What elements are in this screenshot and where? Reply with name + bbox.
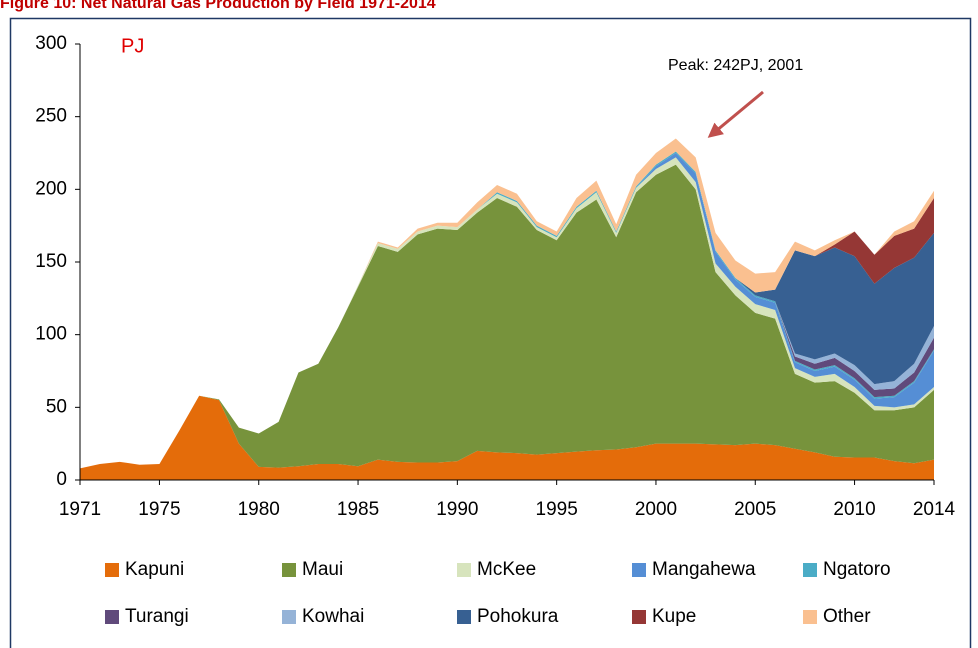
legend-swatch (282, 610, 296, 624)
annotation: Peak: 242PJ, 2001 (668, 57, 803, 74)
x-tick-label: 2005 (734, 499, 776, 520)
y-tick-label: 50 (46, 396, 67, 417)
legend-label: Ngatoro (823, 559, 891, 580)
x-tick-label: 1990 (436, 499, 478, 520)
legend-swatch (282, 563, 296, 577)
y-tick-label: 200 (35, 178, 67, 199)
legend-label: Mangahewa (652, 559, 756, 580)
area (80, 395, 934, 480)
y-tick-label: 100 (35, 324, 67, 345)
legend-swatch (457, 610, 471, 624)
y-tick-label: 150 (35, 251, 67, 272)
legend-label: Turangi (125, 606, 189, 627)
x-tick-label: 1995 (536, 499, 578, 520)
chart-title: Figure 10: Net Natural Gas Production by… (0, 0, 436, 12)
y-tick-label: 250 (35, 106, 67, 127)
x-tick-label: 2014 (913, 499, 956, 520)
x-tick-label: 1980 (238, 499, 280, 520)
legend-label: Kupe (652, 606, 696, 627)
legend-label: Kowhai (302, 606, 364, 627)
legend-swatch (803, 610, 817, 624)
legend-swatch (105, 563, 119, 577)
chart-frame (9, 17, 972, 648)
x-tick-label: 1971 (59, 499, 101, 520)
legend-label: Maui (302, 559, 343, 580)
legend-label: McKee (477, 559, 536, 580)
x-tick-label: 2000 (635, 499, 677, 520)
legend-swatch (632, 610, 646, 624)
legend-label: Pohokura (477, 606, 559, 627)
y-tick-label: 0 (56, 469, 67, 490)
x-tick-label: 1985 (337, 499, 379, 520)
legend-swatch (105, 610, 119, 624)
area (80, 157, 934, 469)
annotation-arrow (707, 90, 764, 138)
y-tick-label: 300 (35, 33, 67, 54)
x-tick-label: 2010 (833, 499, 875, 520)
legend-label: Other (823, 606, 871, 627)
area (80, 164, 934, 469)
legend-swatch (803, 563, 817, 577)
legend-label: Kapuni (125, 559, 184, 580)
y-unit-label: PJ (121, 35, 144, 57)
legend-swatch (457, 563, 471, 577)
legend-swatch (632, 563, 646, 577)
x-tick-label: 1975 (138, 499, 180, 520)
